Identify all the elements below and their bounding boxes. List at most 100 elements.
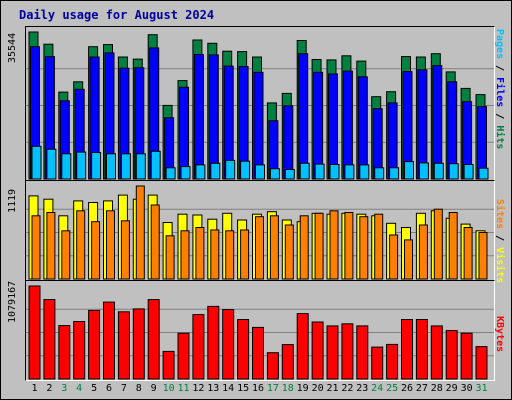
day-label: 27 <box>415 383 428 394</box>
pages-bar-day-25 <box>389 167 400 180</box>
sites-bar-day-18 <box>284 224 294 280</box>
pages-legend-text: Pages <box>494 29 505 60</box>
/ -legend-text: / <box>494 59 505 78</box>
kbytes-bar-day-9 <box>147 299 160 380</box>
sites-bar-day-27 <box>418 224 428 280</box>
hits-files-pages-plot <box>26 31 494 180</box>
files-bar-day-16 <box>253 71 264 180</box>
files-bar-day-13 <box>208 54 219 180</box>
day-label: 8 <box>135 383 142 394</box>
pages-bar-day-24 <box>374 167 385 180</box>
pages-bar-day-27 <box>418 162 429 180</box>
day-label: 30 <box>460 383 473 394</box>
sites-bar-day-3 <box>61 230 71 280</box>
hits-files-pages-legend: Pages / Files / Hits <box>494 29 505 149</box>
pages-bar-day-7 <box>120 153 131 180</box>
day-label: 15 <box>237 383 250 394</box>
pages-bar-day-6 <box>106 153 116 180</box>
files-bar-day-28 <box>432 65 443 180</box>
pages-bar-day-13 <box>210 162 221 180</box>
kbytes-bar-day-25 <box>386 343 399 380</box>
day-label: 22 <box>341 383 354 394</box>
day-label: 10 <box>162 383 175 394</box>
sites-bar-day-5 <box>91 221 101 280</box>
day-label: 19 <box>296 383 309 394</box>
sites-bar-day-23 <box>359 216 369 280</box>
hits-files-pages-panel <box>25 26 495 181</box>
day-label: 16 <box>251 383 265 394</box>
kbytes-bar-day-17 <box>266 352 279 380</box>
day-axis: 1 2 3 4 5 6 7 8 9 10 11 12 13 14 15 16 17 18 19 20 21 22 23 24 2… <box>25 383 493 397</box>
day-label: 29 <box>445 383 458 394</box>
pages-bar-day-23 <box>359 164 370 180</box>
sites-bar-day-25 <box>389 234 399 280</box>
day-label: 14 <box>222 383 235 394</box>
day-label: 20 <box>311 383 324 394</box>
sites-bar-day-19 <box>299 215 309 280</box>
pages-bar-day-19 <box>299 162 310 180</box>
kbytes-bar-day-30 <box>460 332 473 380</box>
kbytes-bar-day-26 <box>401 319 413 380</box>
day-label: 13 <box>207 383 220 394</box>
top-panel-max-label: 35544 <box>7 32 18 63</box>
sites-bar-day-7 <box>120 220 130 280</box>
kbytes-bar-day-28 <box>430 325 443 380</box>
day-label: 23 <box>356 383 369 394</box>
day-label: 31 <box>475 383 488 394</box>
sites-bar-day-13 <box>210 229 220 280</box>
pages-bar-day-31 <box>478 167 489 180</box>
day-label: 11 <box>177 383 190 394</box>
sites-bar-day-29 <box>448 212 458 280</box>
sites-visits-legend: Sites / Visits <box>494 199 505 283</box>
pages-bar-day-12 <box>195 164 206 180</box>
files-bar-day-19 <box>298 53 309 180</box>
sites-bar-day-8 <box>135 185 145 280</box>
sites-bar-day-31 <box>478 232 488 280</box>
pages-bar-day-10 <box>165 167 176 180</box>
chart-title: Daily usage for August 2024 <box>19 8 215 22</box>
files-bar-day-18 <box>283 105 294 180</box>
kbytes-bar-day-4 <box>73 321 86 380</box>
files-bar-day-12 <box>193 54 204 180</box>
sites-bar-day-10 <box>165 235 175 280</box>
sites-bar-day-24 <box>374 213 384 280</box>
sites-bar-day-6 <box>106 210 115 280</box>
day-label: 1 <box>31 383 38 394</box>
day-label: 2 <box>46 383 53 394</box>
sites-bar-day-1 <box>31 215 41 280</box>
kbytes-bar-day-18 <box>281 344 294 380</box>
pages-bar-day-16 <box>255 164 265 180</box>
day-label: 24 <box>371 383 384 394</box>
sites-bar-day-11 <box>180 230 190 280</box>
sites-bar-day-15 <box>240 229 250 280</box>
pages-bar-day-30 <box>463 164 474 180</box>
day-label: 9 <box>150 383 157 394</box>
kbytes-bar-day-19 <box>296 313 309 380</box>
day-label: 4 <box>76 383 83 394</box>
pages-bar-day-15 <box>240 160 251 180</box>
sites-bar-day-22 <box>344 212 354 280</box>
sites-bar-day-17 <box>269 215 279 280</box>
kbytes-bar-day-21 <box>326 325 339 380</box>
day-label: 5 <box>91 383 98 394</box>
visits-legend-text: Visits <box>494 247 505 284</box>
bottom-panel-max-label: 1079167 <box>7 280 18 323</box>
sites-legend-text: Sites <box>494 199 505 230</box>
pages-bar-day-5 <box>91 152 102 180</box>
kbytes-bar-day-12 <box>192 314 205 380</box>
pages-bar-day-18 <box>284 169 295 180</box>
files-legend-text: Files <box>494 77 505 108</box>
day-label: 17 <box>266 383 279 394</box>
kbytes-bar-day-29 <box>445 330 458 380</box>
files-bar-day-23 <box>357 76 368 180</box>
visits-sites-plot <box>26 185 494 280</box>
kbytes-bar-day-2 <box>43 299 56 380</box>
sites-bar-day-16 <box>255 216 264 280</box>
kbytes-bar-day-1 <box>28 285 41 380</box>
kbytes-bar-day-23 <box>356 325 369 380</box>
kbytes-bar-day-20 <box>311 321 324 380</box>
sites-bar-day-21 <box>329 210 339 280</box>
sites-bar-day-28 <box>433 208 443 280</box>
/ -legend-text: / <box>494 229 505 248</box>
kbytes-bar-day-13 <box>207 305 220 380</box>
